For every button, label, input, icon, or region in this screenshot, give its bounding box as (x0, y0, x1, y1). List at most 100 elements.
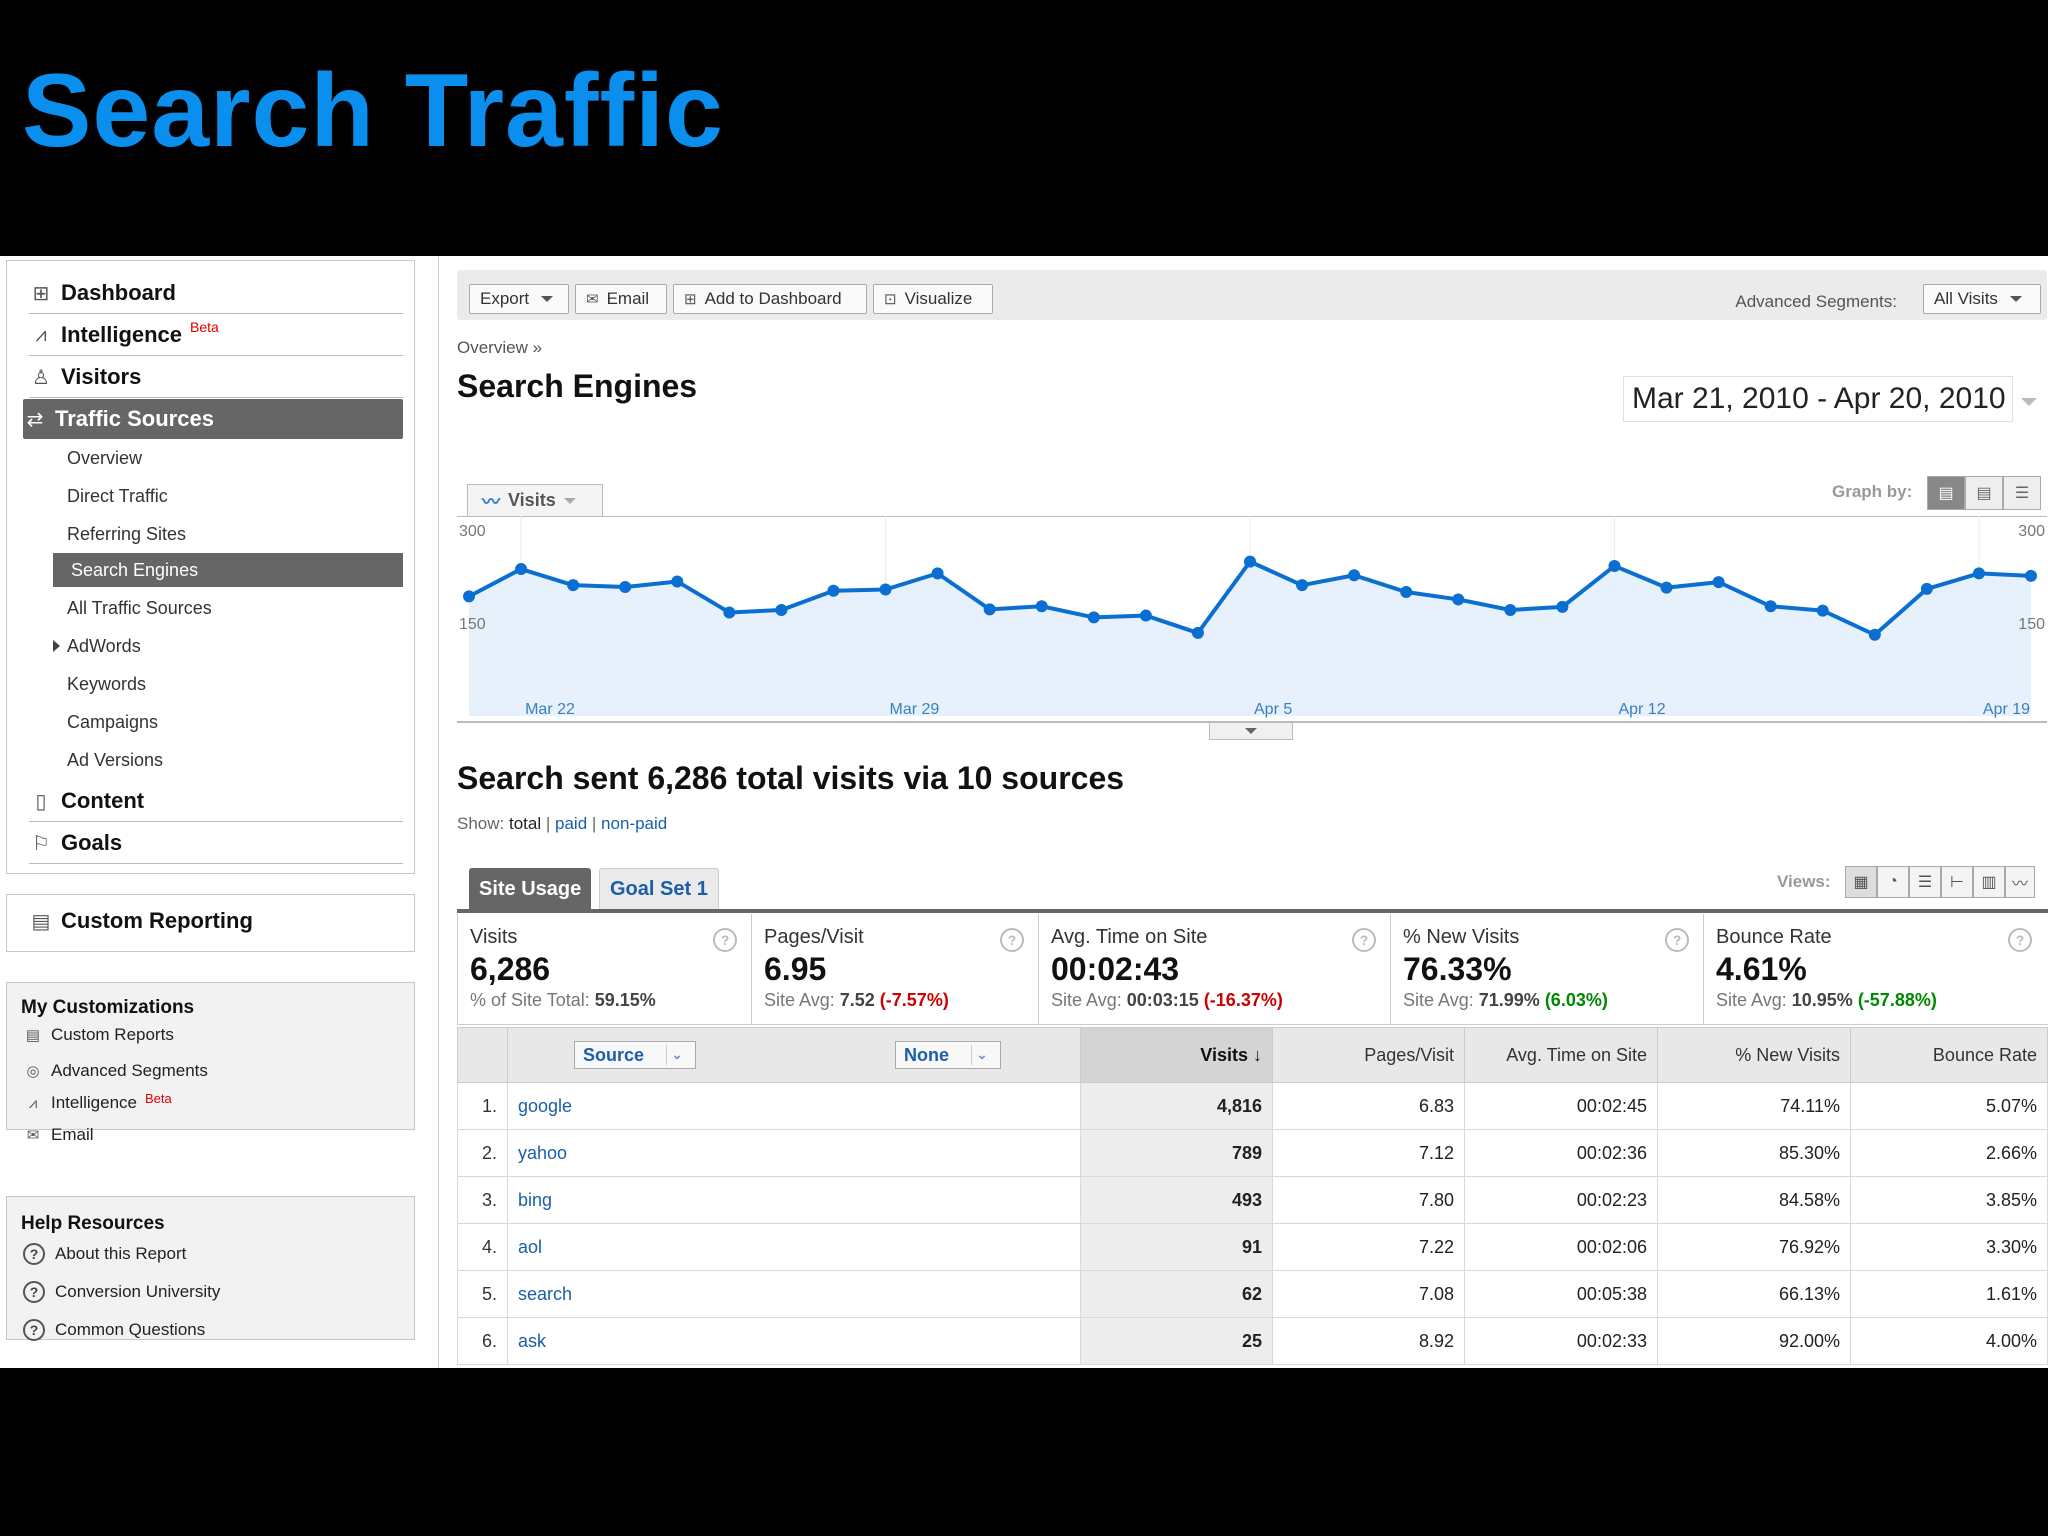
sub-item-adwords[interactable]: AdWords (53, 629, 403, 663)
view-pivot-button[interactable]: ▥ (1973, 866, 2005, 898)
chart-data-point[interactable] (1972, 567, 1985, 580)
source-link[interactable]: aol (507, 1223, 1081, 1271)
expand-arrow-icon[interactable] (53, 640, 60, 652)
chart-data-point[interactable] (1920, 582, 1933, 595)
view-comparison-button[interactable]: ⊢ (1941, 866, 1973, 898)
chart-data-point[interactable] (1504, 603, 1517, 616)
chart-data-point[interactable] (1400, 586, 1413, 598)
common-questions-link[interactable]: ? Common Questions (23, 1319, 205, 1341)
column-header-visits[interactable]: Visits ↓ (1080, 1027, 1273, 1083)
chart-data-point[interactable] (2025, 569, 2037, 582)
new-visits-cell: 84.58% (1657, 1176, 1851, 1224)
sub-item-keywords[interactable]: Keywords (67, 673, 147, 694)
chart-data-point[interactable] (827, 584, 840, 597)
about-report-link[interactable]: ? About this Report (23, 1243, 186, 1265)
sub-item-campaigns[interactable]: Campaigns (67, 711, 159, 732)
show-paid-link[interactable]: paid (555, 814, 588, 833)
chart-data-point[interactable] (1816, 604, 1829, 617)
custom-reports-link[interactable]: ▤ Custom Reports (23, 1025, 174, 1045)
email-button[interactable]: ✉ Email (575, 284, 667, 314)
chart-data-point[interactable] (515, 563, 528, 576)
help-icon[interactable]: ? (1352, 928, 1376, 952)
column-header-pages-visit[interactable]: Pages/Visit (1272, 1027, 1465, 1083)
view-sparkline-button[interactable]: 〰 (2005, 866, 2035, 898)
breadcrumb[interactable]: Overview » (457, 338, 543, 357)
conversion-university-link[interactable]: ? Conversion University (23, 1281, 220, 1303)
visualize-button[interactable]: ⊡ Visualize (873, 284, 993, 314)
tab-site-usage[interactable]: Site Usage (469, 868, 592, 910)
intelligence-link[interactable]: ⩘ Intelligence Beta (23, 1091, 172, 1113)
help-icon[interactable]: ? (1665, 928, 1689, 952)
primary-dimension-select[interactable]: Source ⌄ (574, 1041, 697, 1069)
source-link[interactable]: google (507, 1082, 1081, 1130)
source-link[interactable]: search (507, 1270, 1081, 1318)
chart-data-point[interactable] (879, 583, 892, 596)
source-link[interactable]: yahoo (507, 1129, 1081, 1177)
sub-item-all-traffic-sources[interactable]: All Traffic Sources (67, 597, 212, 618)
chart-data-point[interactable] (983, 603, 996, 616)
source-link[interactable]: ask (507, 1317, 1081, 1365)
chart-data-point[interactable] (723, 606, 736, 619)
chart-data-point[interactable] (1712, 576, 1725, 589)
chart-data-point[interactable] (1296, 579, 1309, 592)
chevron-down-icon[interactable] (2021, 398, 2037, 406)
chart-data-point[interactable] (567, 579, 580, 592)
graph-by-day-button[interactable]: ▤ (1927, 476, 1965, 510)
help-icon[interactable]: ? (1000, 928, 1024, 952)
chart-data-point[interactable] (1608, 559, 1621, 572)
sub-item-overview[interactable]: Overview (67, 447, 143, 468)
chart-data-point[interactable] (1764, 600, 1777, 613)
advanced-segments-select[interactable]: All Visits (1923, 284, 2041, 314)
custom-reporting-link[interactable]: ▤ Custom Reporting (29, 901, 403, 941)
date-range-picker[interactable]: Mar 21, 2010 - Apr 20, 2010 (1623, 376, 2013, 422)
sub-item-search-engines[interactable]: Search Engines (53, 553, 403, 587)
export-button[interactable]: Export (469, 284, 569, 314)
view-pie-button[interactable]: ◔ (1877, 866, 1909, 898)
chart-data-point[interactable] (1660, 581, 1673, 594)
email-link[interactable]: ✉ Email (23, 1125, 94, 1145)
chart-data-point[interactable] (1191, 626, 1204, 639)
chart-data-point[interactable] (1452, 593, 1465, 606)
sub-item-referring-sites[interactable]: Referring Sites (67, 523, 187, 544)
chart-data-point[interactable] (1244, 555, 1256, 568)
show-nonpaid-link[interactable]: non-paid (601, 814, 668, 833)
help-icon[interactable]: ? (2008, 928, 2032, 952)
chart-data-point[interactable] (463, 590, 475, 603)
graph-by-week-button[interactable]: ▤ (1965, 476, 2003, 510)
chart-data-point[interactable] (931, 567, 944, 580)
add-to-dashboard-button[interactable]: ⊞ Add to Dashboard (673, 284, 867, 314)
secondary-dimension-select[interactable]: None ⌄ (895, 1041, 1002, 1069)
graph-by-month-button[interactable]: ☰ (2003, 476, 2041, 510)
chart-data-point[interactable] (619, 581, 632, 594)
sub-item-ad-versions[interactable]: Ad Versions (67, 749, 164, 770)
nav-goals[interactable]: ⚐ Goals (29, 823, 403, 864)
nav-intelligence[interactable]: ⩘ Intelligence Beta (29, 315, 403, 356)
collapse-chart-toggle[interactable] (1209, 723, 1293, 740)
nav-visitors[interactable]: ♙ Visitors (29, 357, 403, 398)
nav-traffic-sources[interactable]: ⇄ Traffic Sources (23, 399, 403, 439)
chart-data-point[interactable] (1139, 609, 1152, 622)
nav-dashboard[interactable]: ⊞ Dashboard (29, 273, 403, 314)
column-header-new-visits[interactable]: % New Visits (1657, 1027, 1851, 1083)
column-header-bounce-rate[interactable]: Bounce Rate (1850, 1027, 2048, 1083)
nav-content[interactable]: ▯ Content (29, 781, 403, 822)
chart-data-point[interactable] (1348, 569, 1361, 582)
advanced-segments-link[interactable]: ◎ Advanced Segments (23, 1061, 207, 1081)
nav-intelligence-label: Intelligence (61, 322, 183, 347)
view-table-button[interactable]: ▦ (1845, 866, 1877, 898)
sub-item-direct-traffic[interactable]: Direct Traffic (67, 485, 168, 506)
chart-data-point[interactable] (1087, 611, 1100, 624)
chart-data-point[interactable] (1035, 600, 1048, 613)
chart-data-point[interactable] (1556, 600, 1569, 613)
tab-goal-set-1[interactable]: Goal Set 1 (599, 868, 719, 910)
chart-data-point[interactable] (775, 603, 788, 616)
source-link[interactable]: bing (507, 1176, 1081, 1224)
view-performance-button[interactable]: ☰ (1909, 866, 1941, 898)
metric-sub-prefix: Site Avg: (764, 990, 835, 1010)
table-row: 6. ask 25 8.92 00:02:33 92.00% 4.00% (457, 1317, 2048, 1365)
chart-data-point[interactable] (1868, 628, 1881, 641)
help-icon[interactable]: ? (713, 928, 737, 952)
graph-metric-selector[interactable]: 〰 Visits (467, 484, 603, 516)
chart-data-point[interactable] (671, 575, 684, 588)
column-header-avg-time[interactable]: Avg. Time on Site (1464, 1027, 1658, 1083)
